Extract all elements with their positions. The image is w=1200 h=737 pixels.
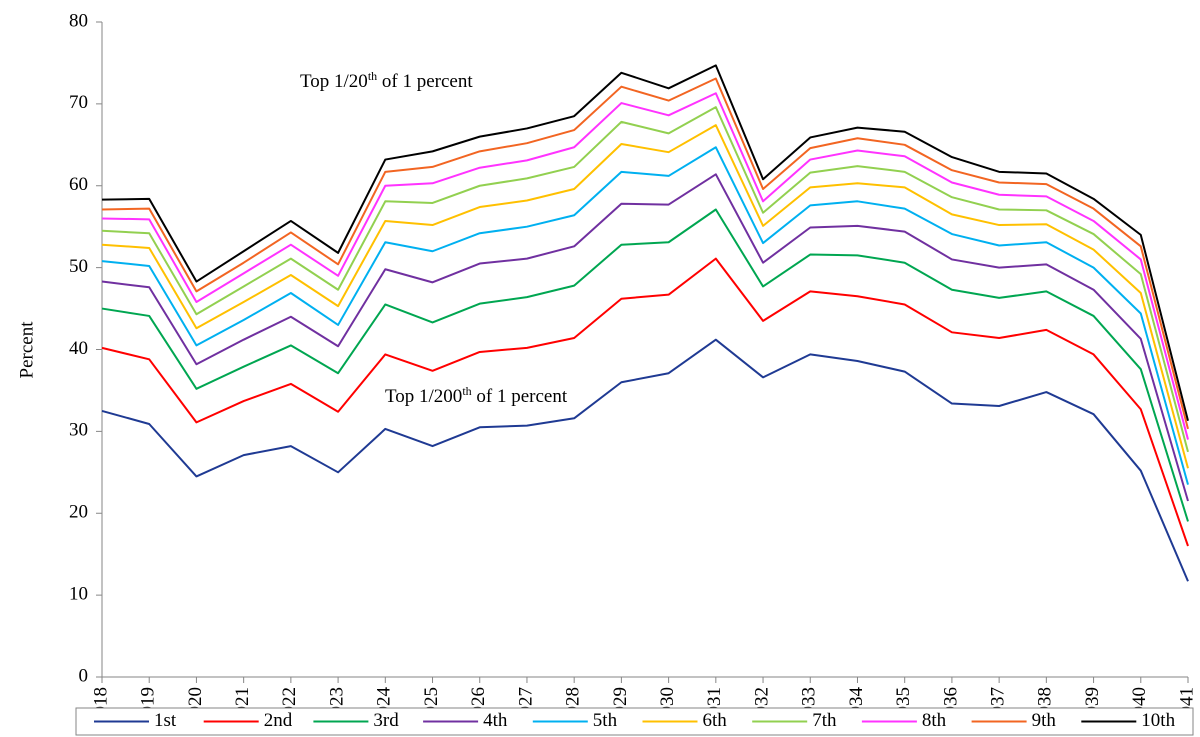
- y-tick-label: 20: [69, 502, 88, 523]
- annotation-text: Top 1/20: [300, 71, 368, 92]
- legend-label: 2nd: [264, 710, 293, 731]
- y-axis-label: Percent: [16, 321, 37, 379]
- annotation-text: Top 1/200: [385, 386, 462, 407]
- series-line: [101, 338, 1189, 582]
- legend-label: 4th: [483, 710, 508, 731]
- y-tick-label: 30: [69, 420, 88, 441]
- series-line: [101, 106, 1189, 453]
- legend-label: 3rd: [373, 710, 399, 731]
- series-line: [101, 124, 1189, 469]
- legend-label: 10th: [1141, 710, 1175, 731]
- series-line: [101, 64, 1189, 421]
- y-tick-label: 10: [69, 583, 88, 604]
- annotation: Top 1/20th of 1 percent: [300, 69, 473, 92]
- series-line: [101, 146, 1189, 485]
- y-tick-label: 50: [69, 256, 88, 277]
- series-line: [101, 257, 1189, 547]
- y-tick-label: 0: [79, 665, 89, 686]
- legend-label: 1st: [154, 710, 177, 731]
- annotation-sup: th: [368, 69, 377, 83]
- series-line: [101, 208, 1189, 522]
- legend-label: 5th: [593, 710, 618, 731]
- legend-label: 8th: [922, 710, 947, 731]
- annotation: Top 1/200th of 1 percent: [385, 384, 568, 407]
- y-tick-label: 60: [69, 174, 88, 195]
- legend-label: 6th: [703, 710, 728, 731]
- legend-label: 9th: [1032, 710, 1057, 731]
- series-line: [101, 173, 1189, 502]
- annotation-text: of 1 percent: [377, 71, 473, 92]
- series-line: [101, 77, 1189, 430]
- annotation-text: of 1 percent: [472, 386, 568, 407]
- legend-label: 7th: [812, 710, 837, 731]
- y-tick-label: 40: [69, 338, 88, 359]
- y-tick-label: 80: [69, 10, 88, 31]
- series-line: [101, 92, 1189, 440]
- y-tick-label: 70: [69, 92, 88, 113]
- annotation-sup: th: [462, 384, 471, 398]
